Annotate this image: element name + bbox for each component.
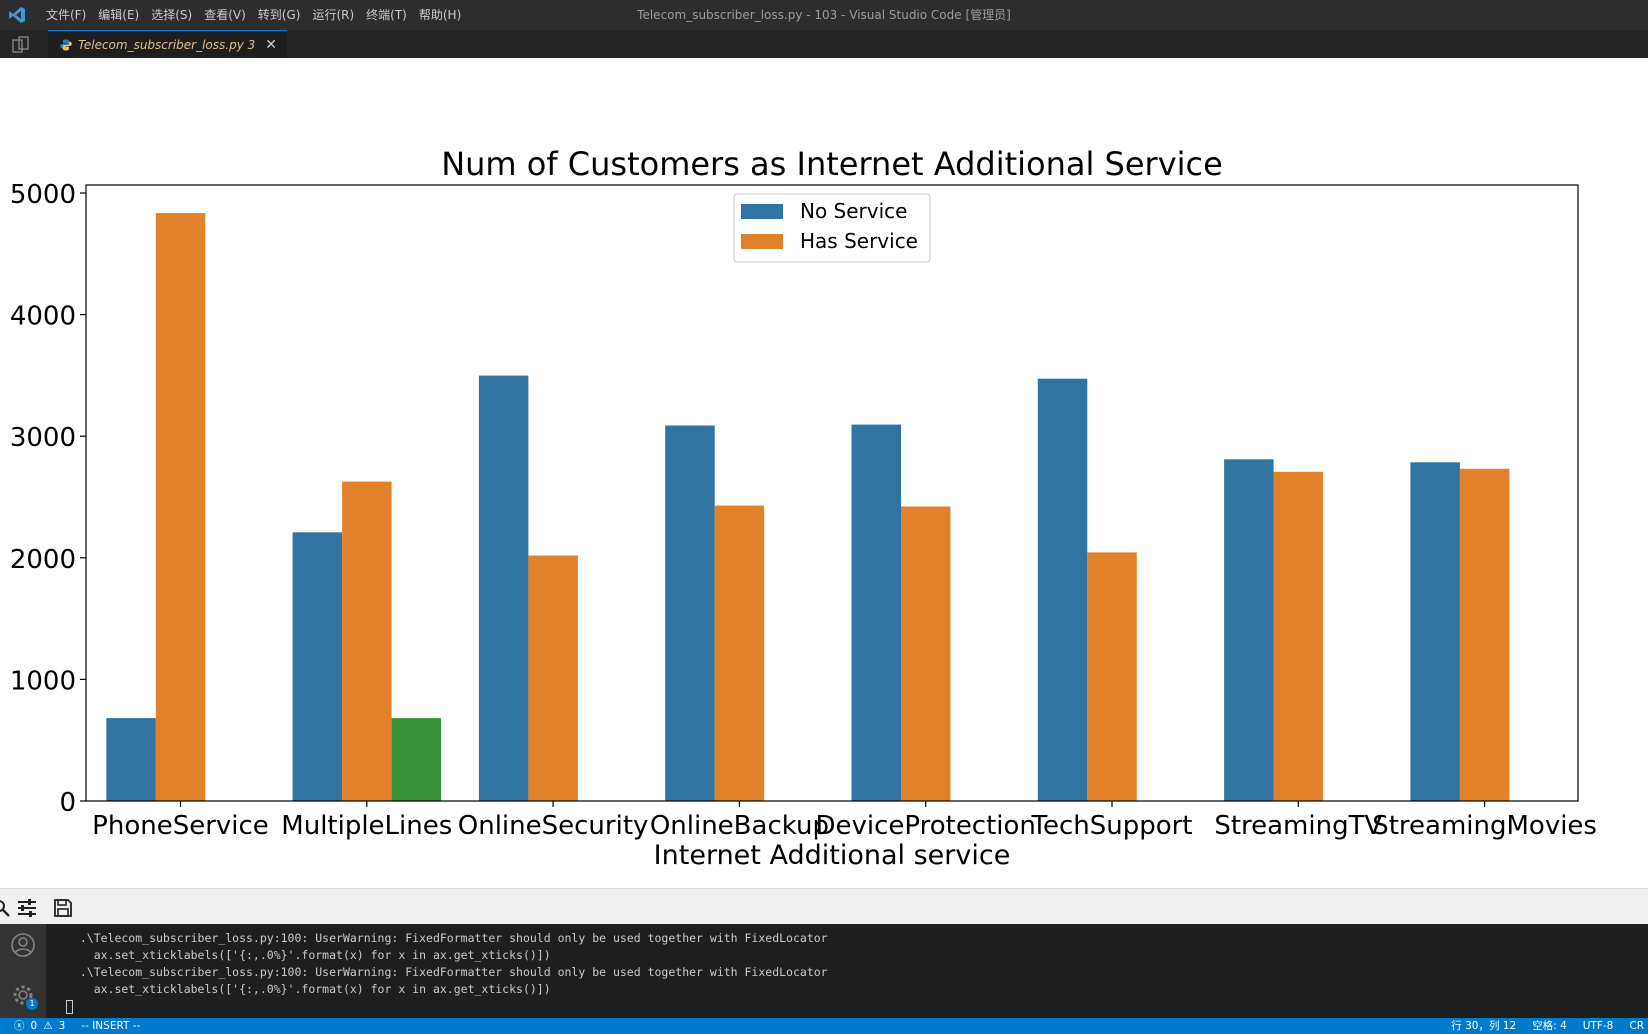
legend-label-has-service: Has Service <box>800 229 918 253</box>
x-tick-label-multiplelines: MultipleLines <box>281 811 452 841</box>
zoom-icon[interactable] <box>0 895 14 921</box>
y-tick-label-3000: 3000 <box>10 423 76 453</box>
menu-go[interactable]: 转到(G) <box>257 8 301 22</box>
bar-onlinebackup-has-service <box>714 505 765 801</box>
bar-phoneservice-has-service <box>155 213 206 802</box>
terminal-output[interactable]: .\Telecom_subscriber_loss.py:100: UserWa… <box>66 924 1626 1018</box>
status-right: 行 30，列 12 空格: 4 UTF-8 CR <box>1451 1018 1644 1034</box>
bar-streamingmovies-has-service <box>1459 468 1510 801</box>
x-tick-label-streamingmovies: StreamingMovies <box>1372 811 1597 841</box>
legend: No Service Has Service <box>733 193 931 263</box>
menu-file[interactable]: 文件(F) <box>46 8 87 22</box>
status-left: ⓧ 0 ⚠ 3 -- INSERT -- <box>14 1018 140 1034</box>
x-tick-label-onlinesecurity: OnlineSecurity <box>458 811 649 841</box>
legend-label-no-service: No Service <box>800 199 907 223</box>
explorer-icon[interactable] <box>10 36 36 54</box>
tab-bar: Telecom_subscriber_loss.py 3 ✕ <box>0 30 1648 58</box>
error-icon[interactable]: ⓧ <box>14 1020 25 1032</box>
configure-subplots-icon[interactable] <box>14 895 40 921</box>
bar-techsupport-has-service <box>1087 552 1137 801</box>
indentation[interactable]: 空格: 4 <box>1532 1020 1567 1032</box>
x-axis-label: Internet Additional service <box>654 840 1011 871</box>
vscode-logo-icon <box>9 7 25 23</box>
menu-terminal[interactable]: 终端(T) <box>366 8 407 22</box>
warning-icon[interactable]: ⚠ <box>43 1020 53 1032</box>
menu-view[interactable]: 查看(V) <box>204 8 246 22</box>
bar-multiplelines-has-service <box>342 481 392 801</box>
bar-streamingtv-no-service <box>1224 459 1274 801</box>
vim-mode: -- INSERT -- <box>81 1020 141 1032</box>
gear-icon[interactable] <box>10 982 36 1008</box>
menu-run[interactable]: 运行(R) <box>312 8 355 22</box>
bar-phoneservice-no-service <box>106 718 156 801</box>
x-tick-label-onlinebackup: OnlineBackup <box>650 811 829 841</box>
x-tick-label-streamingtv: StreamingTV <box>1214 811 1382 841</box>
save-icon[interactable] <box>50 895 76 921</box>
terminal-cursor <box>66 999 73 1014</box>
bar-techsupport-no-service <box>1037 378 1088 801</box>
error-count[interactable]: 0 <box>30 1020 38 1032</box>
y-tick-label-5000: 5000 <box>10 180 76 210</box>
bar-multiplelines-no-service <box>292 532 343 801</box>
terminal-panel: 1 .\Telecom_subscriber_loss.py:100: User… <box>0 924 1648 1018</box>
chart-title: Num of Customers as Internet Additional … <box>441 145 1223 183</box>
bar-streamingmovies-no-service <box>1410 462 1460 801</box>
python-file-icon <box>60 39 72 50</box>
settings-badge: 1 <box>26 998 38 1010</box>
y-tick-label-4000: 4000 <box>10 302 76 332</box>
terminal-line: .\Telecom_subscriber_loss.py:100: UserWa… <box>66 965 828 979</box>
menu-selection[interactable]: 选择(S) <box>151 8 193 22</box>
menu-bar: 文件(F) 编辑(E) 选择(S) 查看(V) 转到(G) 运行(R) 终端(T… <box>40 0 467 30</box>
activity-bar-lower: 1 <box>0 924 46 1018</box>
x-tick-label-phoneservice: PhoneService <box>92 811 269 841</box>
x-tick-label-deviceprotection: DeviceProtection <box>815 811 1035 841</box>
matplotlib-figure: Num of Customers as Internet Additional … <box>0 58 1648 888</box>
y-tick-label-2000: 2000 <box>10 545 76 575</box>
terminal-line: ax.set_xticklabels(['{:,.0%}'.format(x) … <box>66 982 551 996</box>
legend-swatch-has-service <box>741 234 783 249</box>
legend-swatch-no-service <box>741 204 783 219</box>
bar-chart: Num of Customers as Internet Additional … <box>10 145 1597 871</box>
status-bar: ⓧ 0 ⚠ 3 -- INSERT -- 行 30，列 12 空格: 4 UTF… <box>0 1018 1648 1034</box>
close-icon[interactable]: ✕ <box>265 36 277 53</box>
terminal-line: ax.set_xticklabels(['{:,.0%}'.format(x) … <box>66 948 551 962</box>
x-tick-label-techsupport: TechSupport <box>1030 811 1192 841</box>
title-bar: Telecom_subscriber_loss.py - 103 - Visua… <box>0 0 1648 30</box>
terminal-prompt-line <box>66 998 1626 1015</box>
menu-help[interactable]: 帮助(H) <box>418 8 462 22</box>
terminal-line-cut <box>66 924 1626 930</box>
file-encoding[interactable]: UTF-8 <box>1582 1020 1614 1032</box>
menu-edit[interactable]: 编辑(E) <box>98 8 140 22</box>
y-tick-label-0: 0 <box>59 788 76 818</box>
editor-tab[interactable]: Telecom_subscriber_loss.py 3 ✕ <box>48 30 287 58</box>
bar-deviceprotection-has-service <box>901 506 951 801</box>
bar-onlinesecurity-has-service <box>528 555 578 801</box>
warning-count[interactable]: 3 <box>58 1020 66 1032</box>
plot-frame <box>85 184 1579 802</box>
bar-deviceprotection-no-service <box>851 424 901 801</box>
end-of-line[interactable]: CR <box>1629 1020 1644 1032</box>
bar-multiplelines-series-3 <box>391 718 442 801</box>
cursor-position[interactable]: 行 30，列 12 <box>1451 1020 1517 1032</box>
bar-onlinesecurity-no-service <box>478 375 529 801</box>
account-icon[interactable] <box>10 932 36 958</box>
bar-streamingtv-has-service <box>1273 471 1324 801</box>
figure-toolbar <box>0 888 1648 924</box>
bar-onlinebackup-no-service <box>665 425 715 801</box>
terminal-line: .\Telecom_subscriber_loss.py:100: UserWa… <box>66 931 828 945</box>
y-tick-label-1000: 1000 <box>10 666 76 696</box>
tab-label: Telecom_subscriber_loss.py 3 <box>78 37 256 52</box>
